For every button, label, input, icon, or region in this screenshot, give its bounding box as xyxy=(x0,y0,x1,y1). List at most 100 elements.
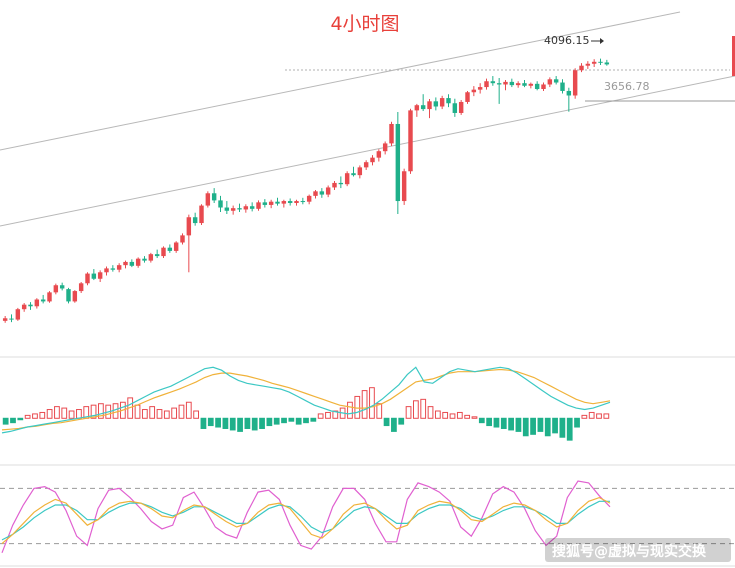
channel-lower xyxy=(0,75,735,227)
candle-body xyxy=(211,193,217,201)
candle xyxy=(135,257,141,268)
kdj-j-line xyxy=(1,480,611,554)
candle xyxy=(357,165,363,179)
macd-bar xyxy=(317,413,324,419)
macd-bar xyxy=(574,417,580,428)
candle-body xyxy=(338,182,344,185)
candle-body xyxy=(490,81,496,84)
macd-bar xyxy=(325,411,331,419)
candle xyxy=(338,176,344,189)
candle-body xyxy=(135,258,141,266)
candle xyxy=(211,188,217,203)
candle-body xyxy=(376,151,382,158)
macd-bar xyxy=(10,417,16,424)
candle-body xyxy=(458,101,464,113)
candle-body xyxy=(560,82,565,91)
candle xyxy=(237,203,242,213)
candle-body xyxy=(116,265,122,270)
candle xyxy=(9,314,14,323)
macd-bar xyxy=(193,410,200,419)
pane-separators xyxy=(0,356,735,567)
candle-body xyxy=(395,123,401,202)
candle-body xyxy=(230,208,236,211)
candle-body xyxy=(173,242,179,251)
kdj-k-line xyxy=(1,496,611,545)
macd-bar xyxy=(266,417,273,427)
macd-bar xyxy=(303,417,309,424)
candle xyxy=(142,256,147,263)
candle-body xyxy=(142,258,147,261)
candle-body xyxy=(28,304,33,307)
candle xyxy=(205,191,211,208)
candle xyxy=(332,180,337,191)
candle-body xyxy=(572,70,578,96)
macd-bar xyxy=(32,413,38,419)
candle xyxy=(47,291,52,303)
macd-bar xyxy=(237,417,243,432)
candle xyxy=(268,199,274,209)
candle-body xyxy=(382,143,388,152)
candle xyxy=(53,283,59,295)
channel-upper xyxy=(0,11,681,151)
candle-body xyxy=(401,171,407,202)
candle xyxy=(2,316,8,323)
candle xyxy=(579,63,584,73)
macd-bar xyxy=(46,409,53,419)
macd-bar xyxy=(530,417,536,435)
candle-body xyxy=(452,103,458,113)
candle xyxy=(262,199,268,208)
candle xyxy=(452,98,458,117)
candle-body xyxy=(21,304,27,310)
macd-bar xyxy=(68,410,75,419)
candle xyxy=(522,79,527,88)
macd-bar xyxy=(244,417,251,429)
candle-body xyxy=(332,182,337,188)
watermark: 搜狐号@虚拟与现实交换 xyxy=(545,538,731,562)
macd-bar xyxy=(134,404,141,419)
candle xyxy=(173,241,179,253)
macd-bar xyxy=(449,413,456,419)
candle xyxy=(446,94,451,108)
candle xyxy=(21,303,27,312)
candle xyxy=(344,171,350,187)
candle-body xyxy=(167,247,173,251)
macd-bar xyxy=(251,417,258,431)
candle xyxy=(256,200,261,211)
candle-body xyxy=(275,201,280,204)
candle xyxy=(34,298,40,309)
candle xyxy=(604,59,610,66)
candle xyxy=(363,160,369,170)
candle-body xyxy=(427,101,432,110)
candle xyxy=(78,282,84,294)
macd-bar xyxy=(215,417,221,428)
current-price-marker xyxy=(732,36,735,76)
macd-dea-line xyxy=(1,368,611,431)
macd-bar xyxy=(486,417,493,427)
macd-bar xyxy=(156,409,163,419)
macd-dif-line xyxy=(1,366,611,434)
candle xyxy=(553,76,559,85)
macd-bar xyxy=(76,409,82,419)
candle xyxy=(224,201,230,214)
candle-body xyxy=(237,208,242,210)
candle-body xyxy=(40,299,46,302)
candle xyxy=(420,94,426,112)
candle-body xyxy=(503,81,508,85)
macd-bar xyxy=(376,403,383,419)
candle xyxy=(325,185,331,198)
candle xyxy=(534,81,540,91)
candle xyxy=(294,199,299,206)
candle xyxy=(319,188,325,198)
candle xyxy=(85,272,90,286)
macd-bar xyxy=(207,417,214,427)
candle-body xyxy=(585,63,591,66)
macd-bar xyxy=(442,411,449,419)
candle-body xyxy=(389,123,394,144)
macd-bar xyxy=(54,406,60,419)
macd-bar xyxy=(434,410,441,419)
candle-body xyxy=(47,292,52,302)
candle xyxy=(59,282,65,291)
trend-channel xyxy=(0,11,735,227)
candle-body xyxy=(85,273,90,284)
candle-body xyxy=(439,98,445,107)
